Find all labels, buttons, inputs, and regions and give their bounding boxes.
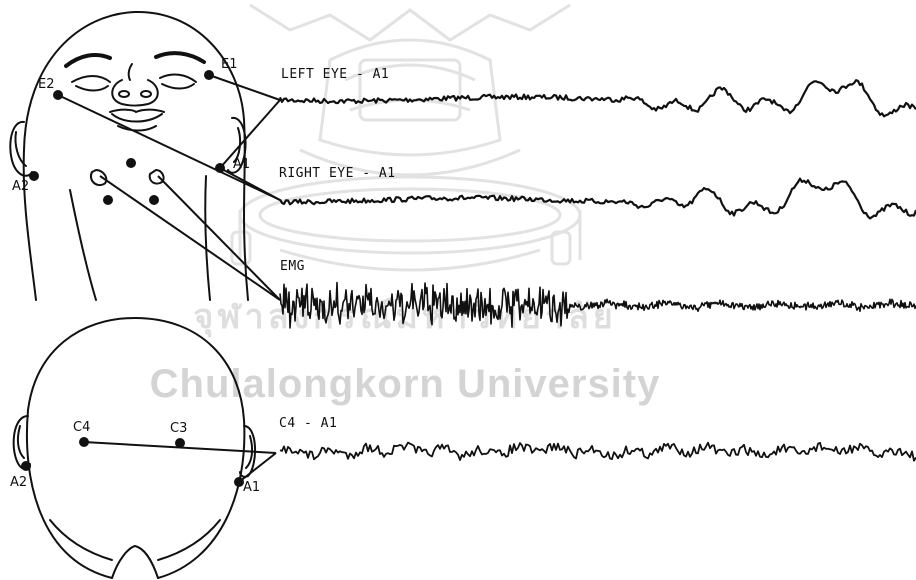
trace-left-eye [278,79,916,118]
connector-a1-left-eye [219,99,281,169]
connector-lines [57,74,281,483]
electrode-a2-face-dot [29,171,39,181]
trace-c4-a1 [279,441,916,462]
connector-a1-right-eye [219,167,281,201]
electrode-a1-face-label: A1 [233,157,250,172]
head-top-illustration [12,317,257,579]
connector-chin-emg [99,175,281,301]
channel-label-right-eye: RIGHT EYE - A1 [279,166,396,181]
electrode-e2-label: E2 [38,77,55,92]
watermark-english-text: Chulalongkorn University [150,362,661,406]
face-illustration [9,10,249,301]
connector-chin-emg [157,175,281,301]
electrode-a1-top-label: A1 [243,480,260,495]
electrode-e1-label: E1 [221,57,238,72]
electrode-c4-label: C4 [73,420,90,435]
channel-label-emg: EMG [280,259,305,274]
electrode-a2-top-label: A2 [10,475,27,490]
channel-label-left-eye: LEFT EYE - A1 [281,67,389,82]
electrode-c3-dot [175,438,185,448]
university-seal-watermark [230,3,582,272]
head-top-electrodes [21,437,244,487]
connector-e2-right-eye [57,94,281,201]
electrode-a2-face-label: A2 [12,179,29,194]
connector-c4-eeg [83,441,277,454]
channel-label-c4-a1: C4 - A1 [279,416,337,431]
electrode-chin-dot [126,158,136,168]
electrode-c3-label: C3 [170,421,187,436]
face-electrodes [29,70,225,205]
connector-e1-left-eye [208,74,281,101]
trace-right-eye [279,177,916,220]
connector-a1-eeg [238,452,277,483]
trace-emg [279,281,916,329]
electrode-chin-dot [103,195,113,205]
electrode-chin-dot [149,195,159,205]
electrode-a2-top-dot [21,461,31,471]
